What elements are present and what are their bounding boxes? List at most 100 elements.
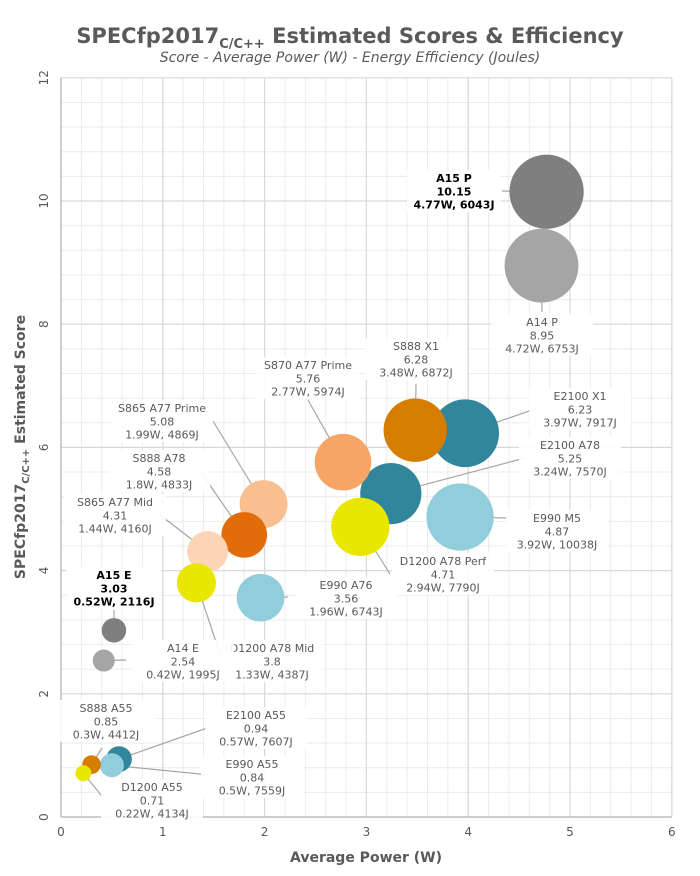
data-labels: A15 P10.154.77W, 6043J A14 P8.954.72W, 67… xyxy=(55,170,631,821)
x-tick-label: 2 xyxy=(261,825,269,839)
data-label-detail: 2.77W, 5974J xyxy=(271,386,345,399)
y-tick-label: 2 xyxy=(37,690,51,698)
bubble xyxy=(221,512,268,558)
data-label-name: E990 A76 xyxy=(320,579,373,592)
y-axis-title-main: SPECfp2017 xyxy=(13,484,29,579)
data-label-background xyxy=(519,437,621,479)
x-axis-title: Average Power (W) xyxy=(290,850,442,866)
data-label-detail: 0.42W, 1995J xyxy=(146,669,220,682)
data-label-score: 5.08 xyxy=(150,415,175,428)
data-label-background xyxy=(295,577,397,619)
bubble xyxy=(431,399,500,468)
y-axis-title: SPECfp2017C/C++ Estimated Score xyxy=(13,315,32,579)
data-label-detail: 1.96W, 6743J xyxy=(309,606,383,619)
x-tick-label: 3 xyxy=(363,825,371,839)
bubble xyxy=(236,573,285,622)
bubble xyxy=(314,433,372,491)
data-label-detail: 0.5W, 7559J xyxy=(219,785,286,798)
data-label-detail: 0.52W, 2116J xyxy=(73,596,154,609)
data-label-name: S870 A77 Prime xyxy=(264,359,352,372)
data-label-name: E2100 A78 xyxy=(540,439,600,452)
data-label-score: 2.54 xyxy=(171,655,196,668)
data-label-name: E2100 A55 xyxy=(226,709,286,722)
data-label-background xyxy=(392,553,494,595)
data-label-name: S888 A78 xyxy=(133,452,186,465)
data-label-score: 3.56 xyxy=(334,592,359,605)
y-axis-title-suffix: Estimated Score xyxy=(13,315,29,449)
data-label-score: 4.71 xyxy=(431,568,456,581)
y-axis-title-subscript: C/C++ xyxy=(21,449,32,484)
data-label-score: 3.03 xyxy=(100,582,127,595)
data-label-name: S865 A77 Prime xyxy=(118,402,206,415)
x-tick-label: 1 xyxy=(159,825,167,839)
data-label-detail: 3.97W, 7917J xyxy=(543,417,617,430)
bubble xyxy=(509,154,584,229)
bubble xyxy=(101,618,127,643)
leader-line xyxy=(118,726,211,760)
x-tick-label: 4 xyxy=(464,825,472,839)
x-tick-label: 0 xyxy=(57,825,65,839)
chart-title-suffix: Estimated Scores & Efficiency xyxy=(264,24,624,48)
data-label-score: 5.25 xyxy=(558,452,583,465)
x-tick-label: 5 xyxy=(566,825,574,839)
data-label-detail: 1.44W, 4160J xyxy=(78,523,152,536)
data-label-name: S888 A55 xyxy=(80,702,133,715)
data-label-name: A15 P xyxy=(436,172,472,185)
data-label-background xyxy=(491,314,593,356)
data-label-score: 0.94 xyxy=(244,722,269,735)
data-label-detail: 1.8W, 4833J xyxy=(126,479,193,492)
data-label-score: 0.71 xyxy=(140,794,165,807)
data-label-score: 6.23 xyxy=(568,403,593,416)
data-label-name: E990 A55 xyxy=(226,758,279,771)
data-label-detail: 0.3W, 4412J xyxy=(73,729,140,742)
bubble xyxy=(426,483,494,551)
data-label-score: 0.84 xyxy=(240,771,265,784)
bubble xyxy=(176,563,216,603)
data-label-score: 8.95 xyxy=(530,329,555,342)
data-label-background xyxy=(221,640,323,682)
data-label-score: 5.76 xyxy=(296,372,321,385)
data-label-background xyxy=(55,700,157,742)
data-label-detail: 1.99W, 4869J xyxy=(125,429,199,442)
data-label-name: D1200 A55 xyxy=(121,781,182,794)
data-label-background xyxy=(529,388,631,430)
data-label-name: D1200 A78 Mid xyxy=(230,642,315,655)
data-label-name: A14 P xyxy=(526,316,558,329)
data-label-background xyxy=(407,170,501,212)
data-label-score: 10.15 xyxy=(437,185,472,198)
data-label-background xyxy=(111,400,213,442)
chart-title: SPECfp2017C/C++ Estimated Scores & Effic… xyxy=(0,24,700,52)
data-label-detail: 3.92W, 10038J xyxy=(517,539,598,552)
data-label-background xyxy=(506,510,608,552)
y-tick-label: 6 xyxy=(37,444,51,452)
data-label-name: S865 A77 Mid xyxy=(77,496,153,509)
data-label-background xyxy=(108,450,210,492)
bubble xyxy=(92,649,115,672)
data-label-detail: 0.22W, 4134J xyxy=(115,808,189,821)
data-label-background xyxy=(257,357,359,399)
data-label-detail: 4.77W, 6043J xyxy=(413,199,494,212)
data-label-score: 4.31 xyxy=(103,509,128,522)
bubble xyxy=(75,765,92,782)
data-label-background xyxy=(132,640,234,682)
data-label-name: E990 M5 xyxy=(533,512,581,525)
data-label-score: 4.58 xyxy=(147,465,172,478)
data-label-background xyxy=(64,494,166,536)
bubble xyxy=(504,228,579,303)
data-label-score: 4.87 xyxy=(545,525,570,538)
data-label-score: 6.28 xyxy=(404,353,429,366)
data-label-background xyxy=(365,338,467,380)
bubble xyxy=(187,531,228,572)
chart-title-subscript: C/C++ xyxy=(219,37,265,53)
data-label-name: D1200 A78 Perf xyxy=(400,555,488,568)
chart-subtitle: Score - Average Power (W) - Energy Effic… xyxy=(159,50,541,66)
y-tick-label: 10 xyxy=(37,193,51,208)
data-label-detail: 0.57W, 7607J xyxy=(219,736,293,749)
data-label-background xyxy=(201,756,303,798)
data-label-detail: 1.33W, 4387J xyxy=(235,669,309,682)
data-label-name: S888 X1 xyxy=(393,340,439,353)
data-label-name: A15 E xyxy=(96,569,131,582)
data-label-detail: 3.48W, 6872J xyxy=(379,367,453,380)
